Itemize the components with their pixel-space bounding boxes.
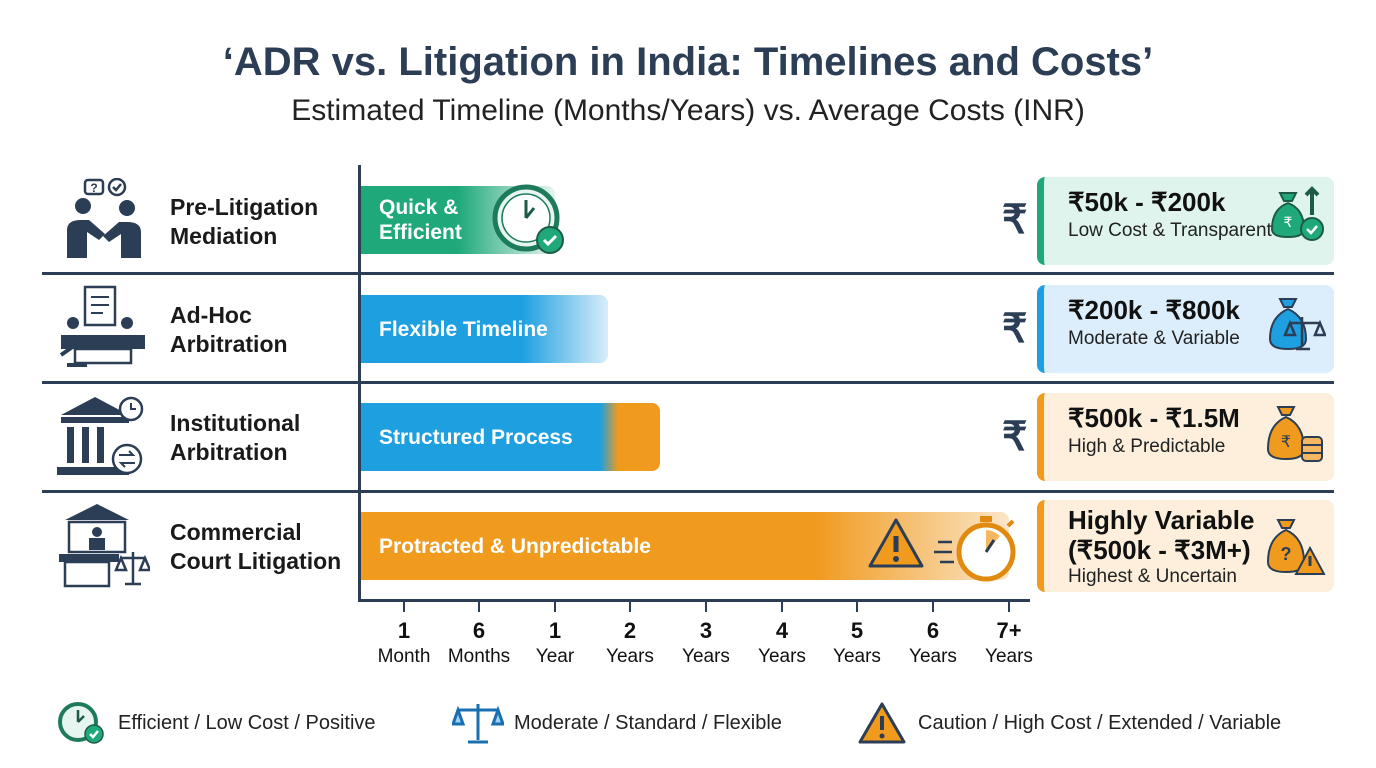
- bar-institutional-arbitration: Structured Process: [361, 403, 661, 471]
- cost-box-court-litigation: Highly Variable (₹500k - ₹3M+) Highest &…: [1037, 500, 1334, 592]
- legend-item-caution: Caution / High Cost / Extended / Variabl…: [856, 700, 1281, 746]
- x-tick: [856, 602, 858, 612]
- bar-court-litigation: Protracted & Unpredictable: [361, 512, 1009, 580]
- svg-text:₹: ₹: [1284, 214, 1293, 230]
- x-tick: [705, 602, 707, 612]
- svg-text:?: ?: [90, 181, 97, 195]
- row-divider: [42, 381, 1334, 384]
- cost-box-mediation: ₹50k - ₹200k Low Cost & Transparent ₹: [1037, 177, 1334, 265]
- chart-title: ‘ADR vs. Litigation in India: Timelines …: [222, 40, 1154, 84]
- x-tick-label: 1 Year: [535, 618, 575, 667]
- warning-icon: [858, 702, 906, 744]
- x-tick: [478, 602, 480, 612]
- warning-icon: [868, 518, 924, 568]
- x-tick-label: 6 Months: [447, 618, 511, 667]
- money-bag-question-icon: ?: [1266, 519, 1326, 575]
- x-tick: [1008, 602, 1010, 612]
- x-tick: [403, 602, 405, 612]
- cost-box-institutional-arbitration: ₹500k - ₹1.5M High & Predictable ₹: [1037, 393, 1334, 481]
- row-label-mediation: Pre-Litigation Mediation: [170, 194, 319, 249]
- x-tick-label: 6 Years: [909, 618, 957, 667]
- y-axis-line: [358, 165, 361, 602]
- row-divider: [42, 490, 1334, 493]
- x-tick: [629, 602, 631, 612]
- money-bag-scales-icon: [1268, 298, 1326, 351]
- clock-check-icon: [58, 702, 104, 744]
- svg-text:?: ?: [1281, 544, 1292, 564]
- bar-adhoc-arbitration: Flexible Timeline: [361, 295, 608, 363]
- x-tick-label: 2 Years: [606, 618, 654, 667]
- arbitration-panel-icon: [59, 285, 145, 367]
- legend-item-efficient: Efficient / Low Cost / Positive: [56, 700, 376, 746]
- legend-item-moderate: Moderate / Standard / Flexible: [452, 700, 782, 746]
- institution-building-icon: [57, 396, 144, 475]
- cost-box-adhoc-arbitration: ₹200k - ₹800k Moderate & Variable: [1037, 285, 1334, 373]
- svg-text:₹: ₹: [1281, 434, 1291, 451]
- x-tick-label: 7+ Years: [985, 618, 1033, 667]
- money-bag-growth-icon: ₹: [1270, 186, 1324, 241]
- scales-icon: [452, 704, 504, 744]
- mediation-handshake-icon: ?: [67, 178, 141, 258]
- x-tick: [554, 602, 556, 612]
- row-label-institutional-arbitration: Institutional Arbitration: [170, 410, 301, 465]
- x-tick: [932, 602, 934, 612]
- rupee-icon: ₹: [1002, 198, 1028, 242]
- x-tick: [781, 602, 783, 612]
- x-axis-line: [358, 599, 1030, 602]
- row-divider: [42, 272, 1334, 275]
- rupee-icon: ₹: [1002, 415, 1028, 459]
- money-bag-coins-icon: ₹: [1266, 406, 1323, 462]
- stopwatch-icon: [934, 516, 1016, 582]
- chart-subtitle: Estimated Timeline (Months/Years) vs. Av…: [291, 94, 1085, 127]
- x-tick-label: 5 Years: [833, 618, 881, 667]
- x-tick-label: 3 Years: [682, 618, 730, 667]
- x-tick-label: 1 Month: [377, 618, 431, 667]
- x-tick-label: 4 Years: [758, 618, 806, 667]
- row-label-court-litigation: Commercial Court Litigation: [170, 519, 342, 574]
- court-litigation-icon: [59, 504, 150, 588]
- row-label-adhoc-arbitration: Ad-Hoc Arbitration: [170, 302, 288, 357]
- clock-check-icon: [492, 184, 564, 254]
- rupee-icon: ₹: [1002, 307, 1028, 351]
